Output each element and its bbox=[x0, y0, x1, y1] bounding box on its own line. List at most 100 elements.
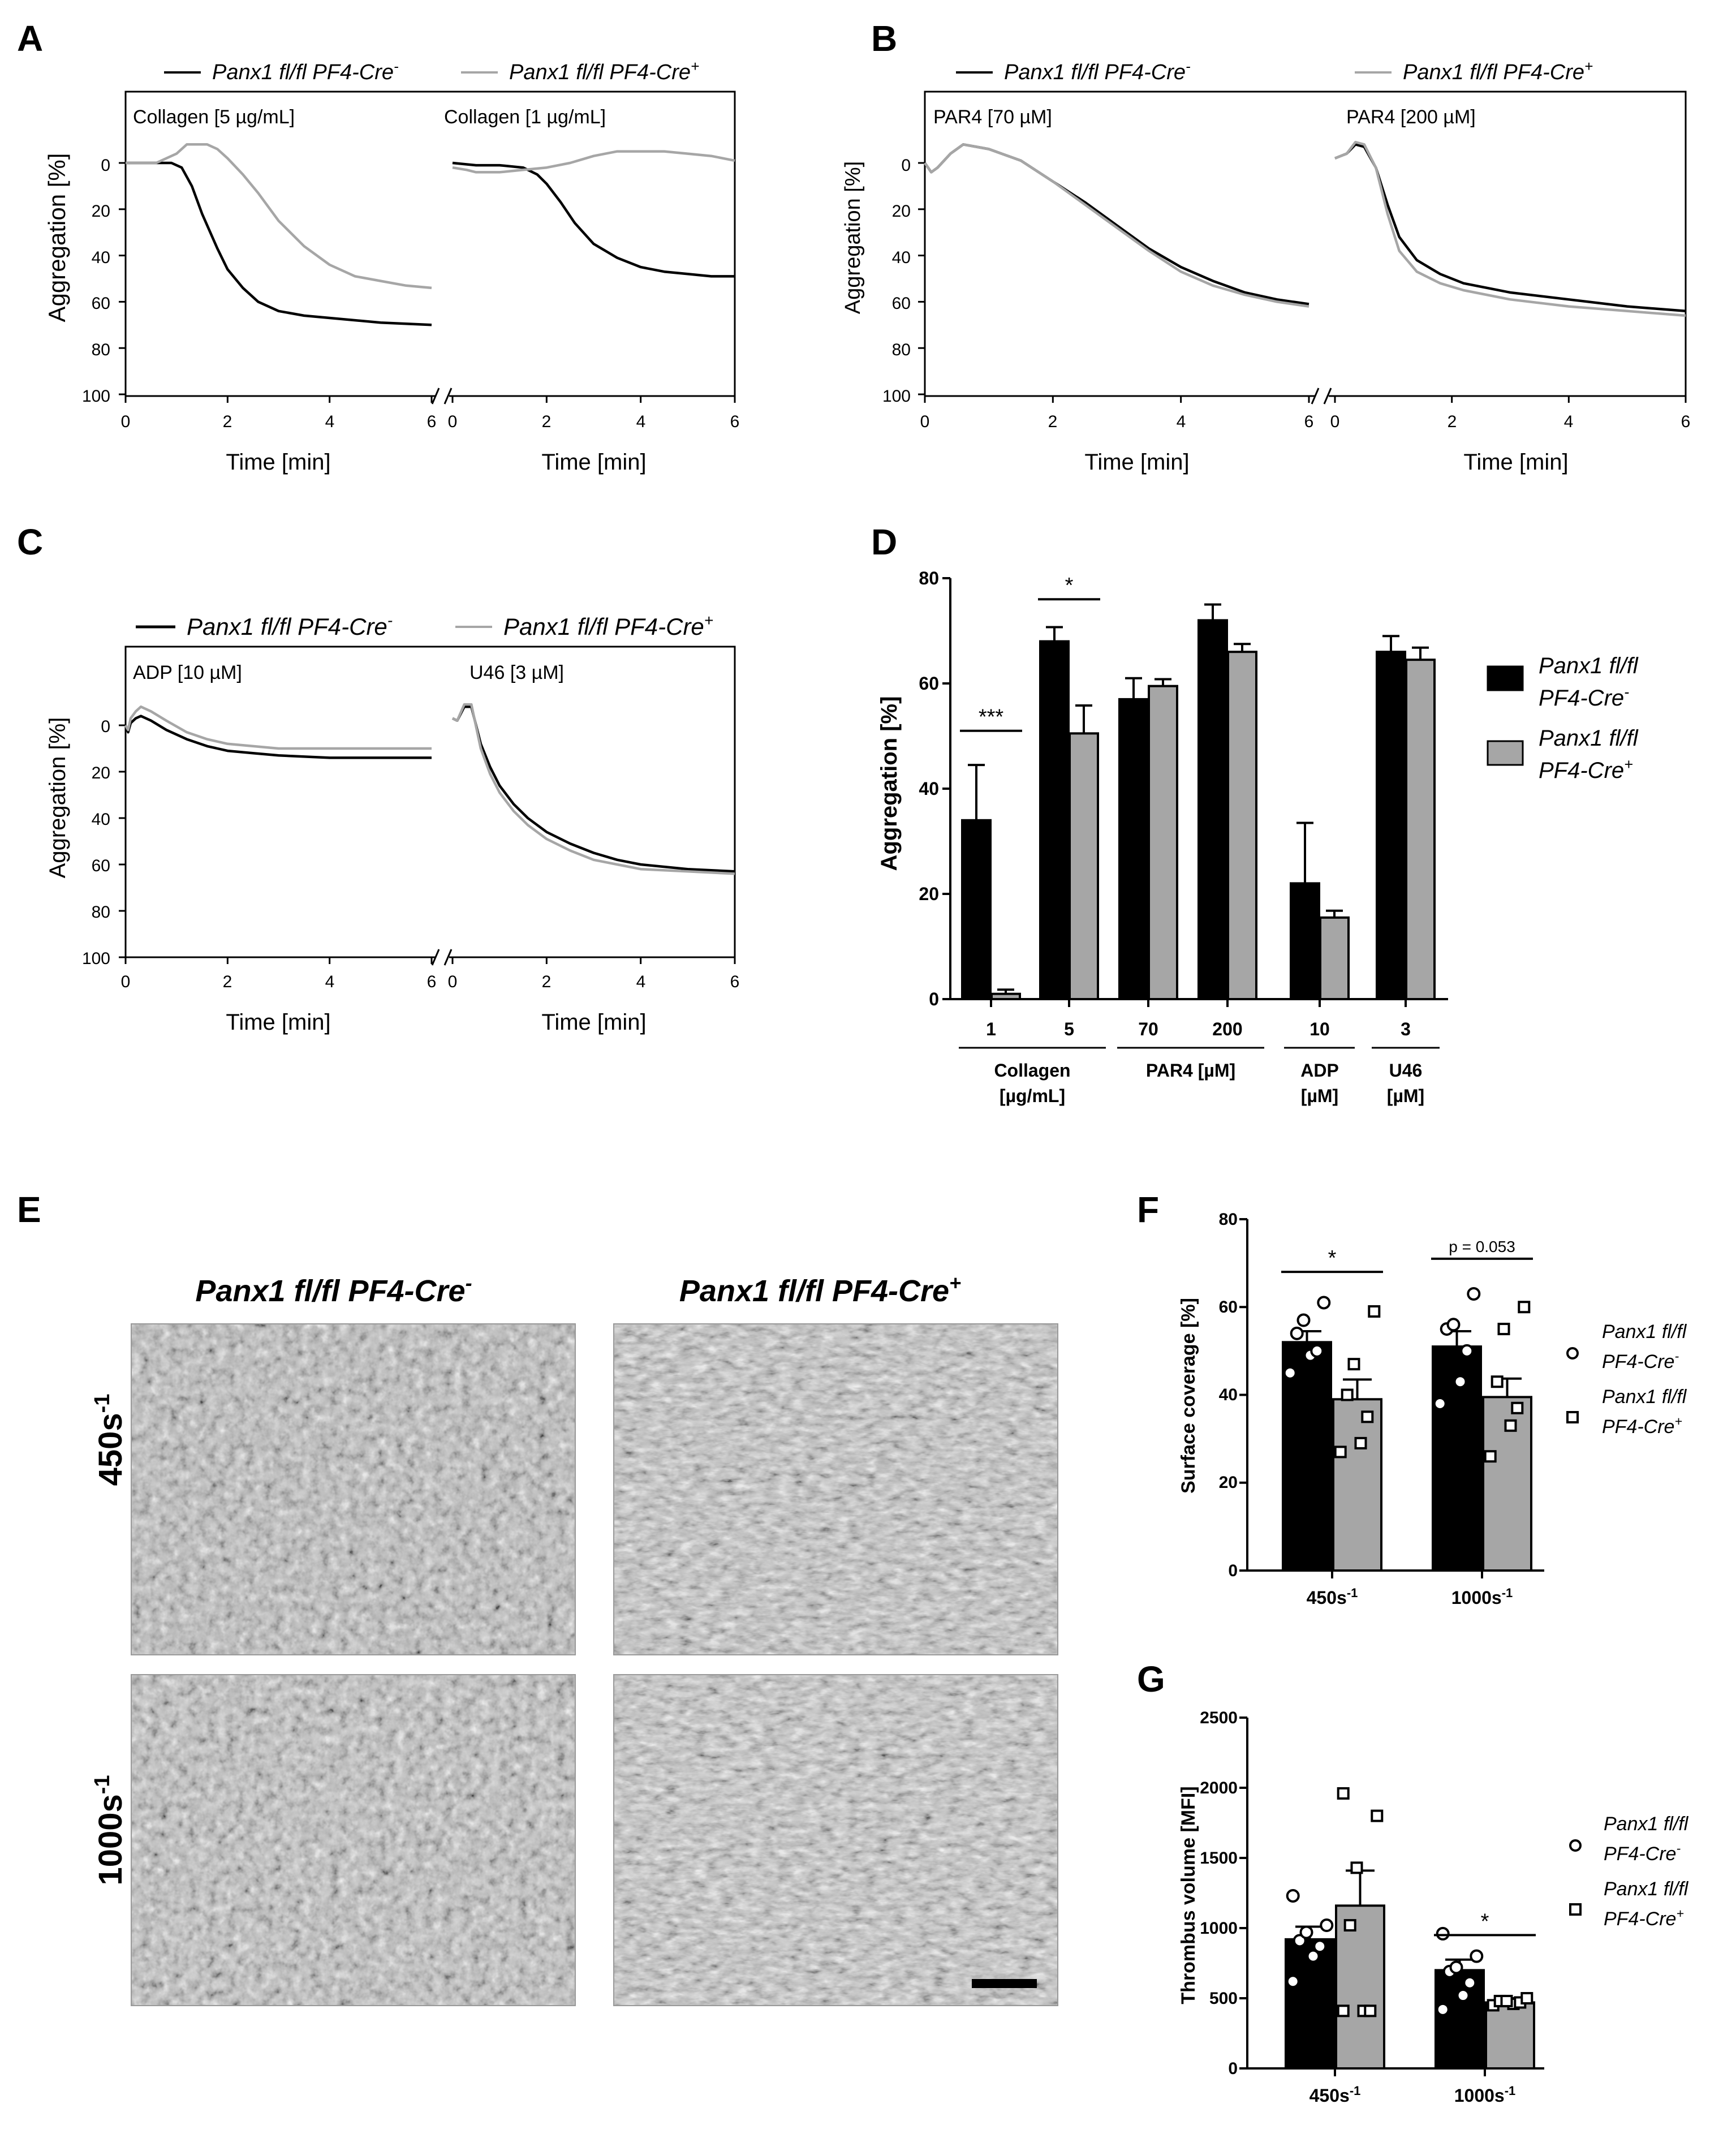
y-tick-label: 80 bbox=[892, 341, 911, 359]
x-tick-label: 2 bbox=[542, 412, 552, 431]
panel-letter-b: B bbox=[871, 18, 897, 59]
y-tick-label: 60 bbox=[892, 294, 911, 313]
trace-cre-pos bbox=[124, 705, 432, 750]
data-point-circle bbox=[1453, 1375, 1467, 1389]
panel-d-group-labels: Collagen [µg/mL] PAR4 [µM] ADP [µM] U46 … bbox=[959, 1047, 1440, 1106]
x-tick-label: 4 bbox=[325, 973, 335, 991]
y-tick-label: 80 bbox=[919, 568, 939, 588]
panel-letter-d: D bbox=[871, 522, 897, 562]
x-tick-label: 3 bbox=[1401, 1019, 1411, 1039]
data-point-square bbox=[1484, 1450, 1497, 1463]
x-tick-label: 1 bbox=[986, 1019, 996, 1039]
y-tick-label: 40 bbox=[92, 248, 110, 267]
segment-title: Collagen [1 µg/mL] bbox=[444, 106, 606, 128]
panel-c-segment-2: U46 [3 µM] 0 2 4 6 Time [min] bbox=[448, 662, 740, 1035]
y-tick-label: 80 bbox=[1219, 1210, 1238, 1229]
legend-label-line2: PF4-Cre- bbox=[1604, 1841, 1681, 1865]
bar-cre-pos bbox=[1485, 2001, 1535, 2070]
panel-f-legend: Panx1 fl/fl PF4-Cre- Panx1 fl/fl PF4-Cre… bbox=[1566, 1321, 1687, 1438]
legend-label-cre-neg: Panx1 fl/fl PF4-Cre- bbox=[187, 612, 393, 640]
data-point-circle bbox=[1290, 1326, 1304, 1340]
x-tick-label: 1000s-1 bbox=[1451, 1586, 1513, 1608]
legend-marker-square bbox=[1569, 1903, 1582, 1916]
x-tick-label: 0 bbox=[121, 973, 131, 991]
data-point-square bbox=[1347, 1358, 1360, 1371]
data-point-square bbox=[1361, 1410, 1374, 1423]
panel-f-y-axis-label: Surface coverage [%] bbox=[1178, 1298, 1199, 1494]
axis-break-mark bbox=[431, 388, 440, 405]
col-header-cre-neg: Panx1 fl/fl PF4-Cre- bbox=[195, 1271, 472, 1308]
data-point-square bbox=[1368, 1305, 1381, 1318]
data-point-circle bbox=[1296, 1313, 1311, 1327]
y-tick-label: 100 bbox=[882, 387, 911, 406]
y-tick-label: 0 bbox=[1228, 2059, 1238, 2078]
y-tick-label: 20 bbox=[92, 764, 110, 782]
x-tick-label: 6 bbox=[730, 973, 740, 991]
panel-a-legend: Panx1 fl/fl PF4-Cre- Panx1 fl/fl PF4-Cre… bbox=[164, 58, 699, 84]
significance-label: * bbox=[1065, 574, 1074, 597]
panel-f-y-ticks: 0 20 40 60 80 bbox=[1219, 1210, 1238, 1580]
x-axis-label: Time [min] bbox=[541, 450, 646, 475]
group-label: PAR4 [µM] bbox=[1146, 1060, 1235, 1081]
y-tick-label: 40 bbox=[92, 810, 110, 829]
x-tick-label: 2 bbox=[223, 973, 232, 991]
x-tick-label: 0 bbox=[448, 973, 458, 991]
data-point-square bbox=[1341, 1388, 1354, 1401]
axis-break-mark bbox=[443, 949, 453, 966]
data-point-circle bbox=[1299, 1925, 1313, 1939]
data-point-square bbox=[1337, 1787, 1350, 1800]
data-point-circle bbox=[1463, 1976, 1477, 1990]
legend-label-cre-neg: Panx1 fl/fl PF4-Cre- bbox=[212, 58, 399, 84]
legend-label-line1: Panx1 fl/fl bbox=[1539, 653, 1639, 678]
data-point-circle bbox=[1470, 1949, 1484, 1963]
y-tick-label: 0 bbox=[929, 989, 939, 1009]
legend-marker-circle bbox=[1566, 1347, 1579, 1360]
trace-cre-neg bbox=[452, 705, 735, 873]
legend-label-line2: PF4-Cre- bbox=[1539, 683, 1629, 711]
plot-frame bbox=[124, 646, 736, 958]
data-point-circle bbox=[1436, 2002, 1450, 2016]
legend-label-cre-pos: Panx1 fl/fl PF4-Cre+ bbox=[509, 58, 699, 84]
x-axis-label: Time [min] bbox=[226, 450, 330, 475]
trace-cre-neg bbox=[924, 143, 1309, 306]
panel-d-x-ticks: 1 5 70 200 10 3 bbox=[986, 1019, 1411, 1039]
panel-b-aggregation-traces: Panx1 fl/fl PF4-Cre- Panx1 fl/fl PF4-Cre… bbox=[841, 58, 1690, 475]
data-point-circle bbox=[1310, 1344, 1324, 1358]
segment-title: PAR4 [200 µM] bbox=[1346, 106, 1476, 128]
y-tick-label: 40 bbox=[1219, 1386, 1238, 1404]
x-tick-label: 2 bbox=[223, 412, 232, 431]
panel-b-segment-1: PAR4 [70 µM] 0 2 4 6 Time [min] bbox=[920, 106, 1314, 475]
x-tick-label: 4 bbox=[325, 412, 335, 431]
bar-cre-neg bbox=[1376, 651, 1406, 1000]
x-axis-label: Time [min] bbox=[226, 1010, 330, 1035]
row-label-450: 450s-1 bbox=[91, 1394, 129, 1486]
group-label: [µM] bbox=[1387, 1086, 1424, 1106]
x-tick-label: 200 bbox=[1212, 1019, 1242, 1039]
group-label: [µg/mL] bbox=[1000, 1086, 1065, 1106]
data-point-square bbox=[1511, 1401, 1524, 1414]
row-label-1000: 1000s-1 bbox=[91, 1775, 129, 1885]
trace-cre-neg bbox=[452, 161, 735, 278]
panel-g-y-ticks: 0 500 1000 1500 2000 2500 bbox=[1200, 1709, 1238, 2078]
group-label: Collagen bbox=[994, 1060, 1070, 1081]
trace-cre-neg bbox=[126, 161, 432, 326]
significance-label: p = 0.053 bbox=[1449, 1238, 1515, 1255]
data-point-square bbox=[1520, 1992, 1533, 2004]
axis-break-mark bbox=[431, 949, 440, 966]
panel-d-legend: Panx1 fl/fl PF4-Cre- Panx1 fl/fl PF4-Cre… bbox=[1487, 653, 1639, 783]
y-tick-label: 100 bbox=[82, 949, 110, 968]
data-point-circle bbox=[1449, 1960, 1463, 1974]
x-tick-label: 450s-1 bbox=[1307, 1586, 1358, 1608]
panel-b-segment-2: PAR4 [200 µM] 0 2 4 6 Time [min] bbox=[1330, 106, 1691, 475]
bar-cre-neg bbox=[1197, 619, 1228, 1000]
bar-cre-pos bbox=[1069, 732, 1099, 1000]
trace-cre-neg bbox=[1334, 143, 1686, 313]
scale-bar bbox=[972, 1979, 1037, 1988]
legend-label-cre-pos: Panx1 fl/fl PF4-Cre+ bbox=[1403, 58, 1593, 84]
panel-c-segment-1: ADP [10 µM] 0 2 4 6 Time [min] bbox=[121, 662, 437, 1035]
x-tick-label: 0 bbox=[121, 412, 131, 431]
data-point-circle bbox=[1283, 1366, 1297, 1380]
data-point-circle bbox=[1460, 1344, 1474, 1358]
panel-b-y-ticks: 0 20 40 60 80 100 bbox=[882, 156, 911, 406]
panel-a-y-axis-label: Aggregation [%] bbox=[44, 153, 70, 322]
